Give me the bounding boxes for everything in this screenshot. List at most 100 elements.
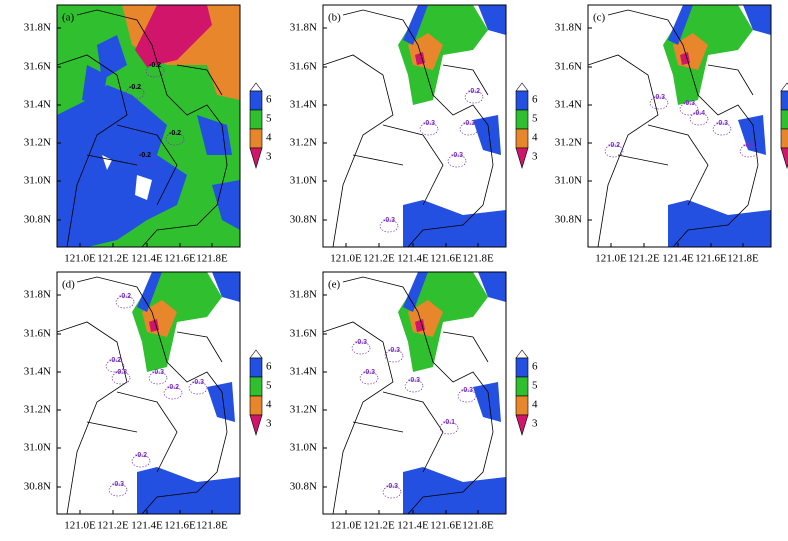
shaded-region: [398, 272, 488, 372]
contour-line: [739, 144, 759, 158]
colorbar: 6 5 4 3: [515, 82, 538, 170]
shaded-region: [668, 200, 771, 247]
contour-label: -0.3: [683, 100, 695, 107]
colorbar-top: [515, 82, 529, 92]
colorbar-label: 5: [532, 113, 538, 125]
y-tick-label: 31.0N: [290, 442, 317, 454]
x-tick-label: 121.8E: [462, 520, 494, 532]
colorbar-segment: [515, 109, 529, 130]
contour-label: -0.2: [169, 130, 181, 137]
panel-label: (c): [593, 12, 606, 24]
panel-label: (e): [328, 279, 341, 291]
shaded-region: [135, 175, 152, 200]
colorbar-bottom: [249, 414, 263, 437]
contour-label: -0.2: [135, 452, 147, 459]
contour-line: [148, 371, 168, 385]
contour-label: -0.2: [139, 152, 151, 159]
shaded-region: [415, 319, 425, 332]
x-tick-label: 121.6E: [430, 253, 462, 265]
contour-line: [679, 102, 699, 116]
colorbar-segment: [249, 109, 263, 130]
colorbar: 6 5 4 3: [249, 349, 272, 437]
x-tick-label: 121.0E: [64, 253, 96, 265]
boundary-line: [57, 9, 228, 247]
colorbar-segment: [515, 90, 529, 111]
shaded-region: [97, 35, 127, 80]
x-tick-label: 121.8E: [727, 253, 759, 265]
contour-label: -0.3: [192, 379, 204, 386]
map-panel: -0.3 -0.3 -0.3 -0.3 -0.3 -0.1 -0.3 (e) 31.8N 31.6…: [290, 271, 538, 532]
contour-label: -0.2: [608, 142, 620, 149]
shaded-region: [668, 5, 693, 45]
contour-line: [163, 386, 183, 400]
shaded-region: [403, 5, 428, 45]
shaded-region: [137, 467, 240, 514]
colorbar-bottom: [780, 147, 788, 170]
contour-label: -0.3: [388, 347, 400, 354]
y-tick-label: 31.2N: [555, 137, 582, 149]
contour-line: [131, 454, 151, 468]
map-frame: [587, 4, 772, 248]
contour-line: [439, 421, 459, 435]
contour-line: [105, 359, 125, 373]
shaded-region: [137, 272, 162, 312]
contour-line: [712, 122, 732, 136]
colorbar-label: 5: [266, 113, 272, 125]
map-panel: -0.2 -0.2 -0.2 -0.2 (a) 31.8N 31.6N 31.4N 31.2N 3…: [24, 4, 272, 265]
colorbar-label: 5: [266, 380, 272, 392]
y-tick-label: 30.8N: [290, 481, 317, 493]
contour-line: [447, 154, 467, 168]
contour-line: [145, 64, 165, 78]
colorbar-bottom: [515, 414, 529, 437]
contour-label: -0.3: [463, 120, 475, 127]
contour-label: -0.2: [119, 293, 131, 300]
colorbar-segment: [249, 376, 263, 397]
contour-line: [649, 96, 669, 110]
map-frame: [56, 271, 241, 515]
contour-line: [351, 341, 371, 355]
y-tick-label: 30.8N: [24, 481, 51, 493]
contour-label: -0.3: [743, 142, 755, 149]
x-tick-label: 121.6E: [430, 520, 462, 532]
colorbar-segment: [780, 90, 788, 111]
contour-label: -0.3: [355, 339, 367, 346]
map-area: -0.2 -0.2 -0.3 -0.3 -0.3 -0.2 -0.2 -0.3: [57, 272, 240, 514]
x-tick-label: 121.2E: [363, 520, 395, 532]
map-panel: -0.3 -0.3 -0.4 -0.3 -0.3 -0.2 (c) 31.8N 31.6N 31.…: [555, 4, 788, 265]
y-tick-label: 31.4N: [24, 99, 51, 111]
contour-line: [457, 389, 477, 403]
y-tick-label: 31.6N: [290, 328, 317, 340]
contour-label: -0.3: [408, 377, 420, 384]
y-tick-label: 31.8N: [24, 22, 51, 34]
colorbar-label: 6: [266, 94, 272, 106]
map-area: -0.3 -0.3 -0.4 -0.3 -0.3 -0.2: [588, 5, 771, 247]
map-panel: -0.2 -0.2 -0.3 -0.3 -0.3 -0.2 -0.2 -0.3 (d) 31.8N…: [24, 271, 272, 532]
contour-line: [188, 381, 208, 395]
colorbar-label: 4: [266, 399, 272, 411]
shaded-region: [478, 272, 506, 302]
y-tick-label: 31.0N: [290, 175, 317, 187]
shaded-region: [57, 85, 187, 247]
boundary-line: [323, 9, 494, 247]
y-tick-label: 30.8N: [290, 214, 317, 226]
colorbar-segment: [249, 395, 263, 416]
y-tick-label: 31.2N: [290, 404, 317, 416]
shaded-region: [478, 5, 506, 35]
panel-label: (b): [328, 12, 341, 24]
contour-label: -0.3: [363, 369, 375, 376]
y-tick-label: 30.8N: [24, 214, 51, 226]
x-tick-label: 121.0E: [330, 253, 362, 265]
map-frame: [322, 4, 507, 248]
contour-label: -0.3: [383, 217, 395, 224]
contour-line: [459, 122, 479, 136]
y-tick-label: 31.6N: [24, 328, 51, 340]
contour-label: -0.1: [443, 419, 455, 426]
colorbar-label: 4: [532, 399, 538, 411]
y-tick-label: 31.8N: [555, 22, 582, 34]
contour-label: -0.3: [451, 152, 463, 159]
contour-label: -0.3: [386, 483, 398, 490]
colorbar-bottom: [515, 147, 529, 170]
boundary-line: [323, 276, 494, 514]
shaded-region: [82, 65, 107, 105]
contour-line: [359, 371, 379, 385]
